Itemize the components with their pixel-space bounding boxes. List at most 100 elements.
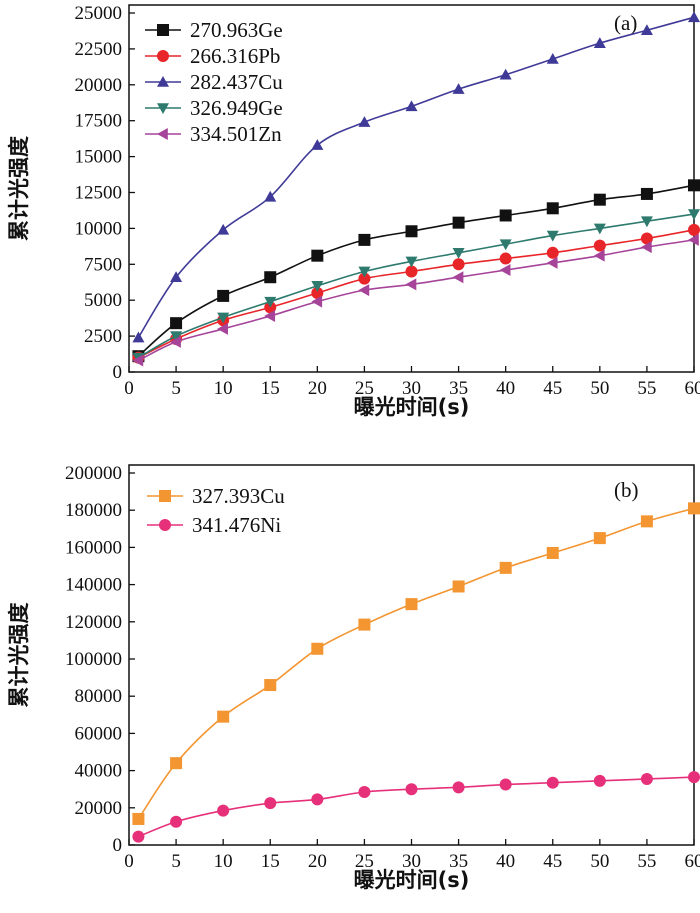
data-point [499, 239, 512, 251]
data-point [311, 642, 324, 655]
data-point [405, 278, 417, 291]
data-point [405, 100, 418, 112]
data-point [132, 331, 145, 343]
data-point [132, 354, 144, 367]
legend-marker [157, 103, 169, 114]
x-tick-label: 60 [685, 378, 700, 399]
data-point [170, 815, 183, 828]
x-tick-label: 10 [214, 378, 233, 399]
data-point [217, 322, 228, 335]
x-tick-label: 50 [590, 378, 609, 399]
data-point [170, 757, 183, 770]
x-tick-label: 45 [543, 378, 562, 399]
x-axis-title: 曝光时间(s) [354, 395, 470, 419]
x-tick-label: 20 [308, 851, 327, 872]
data-point [405, 598, 418, 611]
series-282.437Cu [132, 11, 700, 343]
data-point [358, 284, 370, 297]
data-point [593, 774, 606, 787]
y-tick-label: 80000 [75, 686, 123, 707]
legend-marker [157, 24, 169, 36]
y-tick-label: 7500 [84, 254, 122, 275]
x-tick-label: 40 [496, 378, 515, 399]
y-tick-label: 12500 [75, 183, 123, 204]
y-tick-label: 200000 [65, 463, 122, 484]
data-point [688, 223, 700, 236]
data-point [546, 246, 559, 259]
data-point [217, 312, 230, 324]
series-341.476Ni [132, 771, 700, 843]
y-tick-label: 160000 [65, 537, 122, 558]
data-point [170, 335, 181, 348]
legend-label: 326.949Ge [190, 96, 283, 120]
data-point [688, 11, 700, 23]
data-point [264, 271, 277, 284]
data-point [546, 52, 559, 64]
data-point [170, 271, 183, 283]
legend-label: 282.437Cu [190, 70, 283, 94]
x-tick-label: 35 [449, 851, 468, 872]
data-point [593, 532, 606, 545]
data-point [405, 256, 418, 268]
data-point [217, 223, 230, 235]
data-point [264, 296, 277, 308]
data-point [170, 331, 183, 343]
data-point [264, 190, 277, 202]
data-point [593, 37, 606, 48]
y-tick-label: 40000 [75, 761, 123, 782]
data-point [452, 271, 464, 284]
legend-label: 266.316Pb [190, 44, 280, 68]
x-tick-label: 5 [171, 851, 181, 872]
data-point [311, 295, 323, 308]
y-tick-label: 15000 [75, 147, 123, 168]
data-point [311, 793, 324, 806]
data-point [405, 783, 418, 796]
data-point [217, 710, 230, 723]
y-axis-title: 累计光强度 [7, 603, 31, 708]
data-point [499, 252, 512, 265]
x-tick-label: 20 [308, 378, 327, 399]
data-point [217, 289, 230, 302]
y-tick-label: 0 [113, 362, 123, 383]
data-point [405, 225, 418, 238]
x-tick-label: 45 [543, 851, 562, 872]
data-point [452, 258, 465, 271]
y-axis-title: 累计光强度 [7, 136, 31, 241]
chart-panel-a: 0 2500 5000 7500 10000 12500 15000 17500 20000 22… [7, 3, 700, 419]
x-tick-label: 55 [637, 851, 656, 872]
y-tick-label: 2500 [84, 326, 122, 347]
data-point [593, 239, 606, 252]
data-point [264, 797, 277, 810]
y-tick-label: 140000 [65, 575, 122, 596]
legend-marker [159, 519, 171, 531]
data-point [452, 781, 465, 794]
panel-label: (a) [614, 11, 637, 35]
data-point [217, 804, 230, 817]
data-point [640, 515, 653, 528]
data-point [499, 561, 512, 574]
y-tick-label: 5000 [84, 290, 122, 311]
x-tick-label: 5 [171, 378, 181, 399]
x-tick-label: 60 [685, 851, 700, 872]
x-tick-label: 15 [261, 851, 280, 872]
data-point [593, 249, 605, 262]
y-tick-label: 120000 [65, 612, 122, 633]
data-point [452, 580, 465, 593]
data-point [170, 317, 183, 330]
data-point [452, 83, 465, 94]
data-point [132, 830, 145, 843]
x-tick-label: 50 [590, 851, 609, 872]
data-point [640, 232, 653, 245]
data-point [358, 233, 371, 246]
data-point [688, 209, 700, 221]
y-tick-label: 20000 [75, 798, 123, 819]
x-axis-title: 曝光时间(s) [354, 868, 470, 892]
legend-label: 334.501Zn [190, 122, 282, 146]
data-point [452, 248, 465, 259]
data-point [405, 265, 418, 278]
data-point [640, 187, 653, 200]
data-point [358, 116, 371, 127]
data-point [640, 216, 653, 228]
data-point [264, 679, 277, 692]
